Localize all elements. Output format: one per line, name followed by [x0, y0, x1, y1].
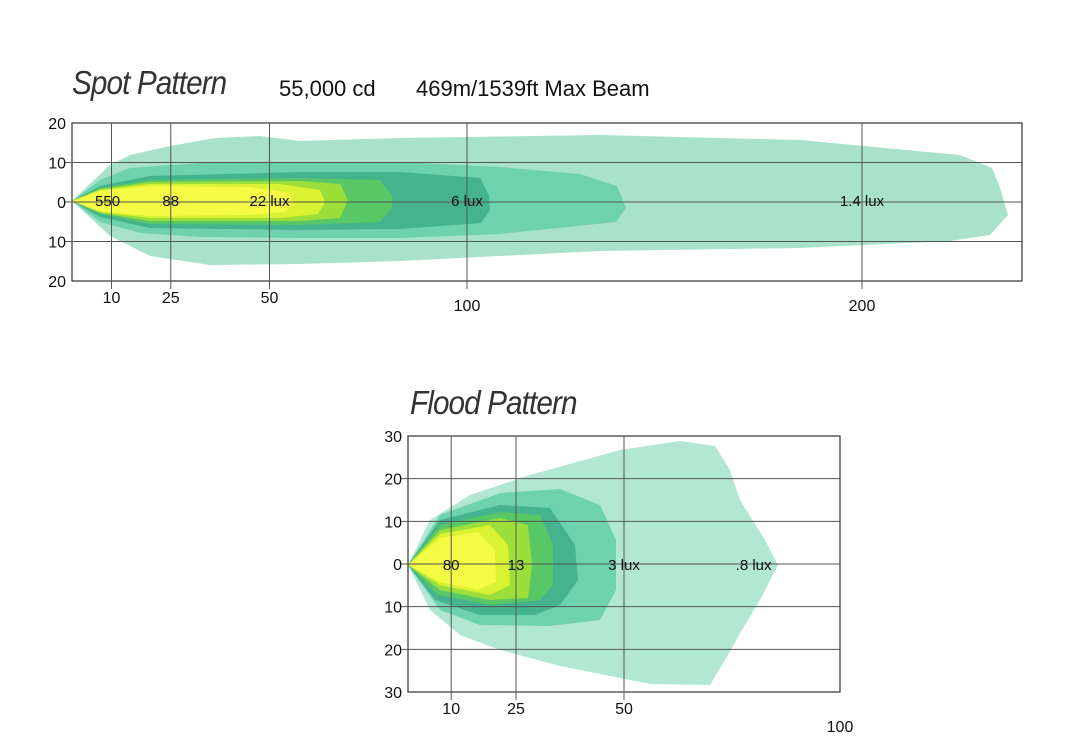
- contour-label: 80: [443, 557, 460, 574]
- x-tick-label: 25: [162, 290, 180, 307]
- contour-label: 6 lux: [451, 193, 483, 210]
- spot-max-beam: 469m/1539ft Max Beam: [416, 76, 650, 101]
- x-tick-label: 100: [827, 719, 854, 736]
- y-tick-label: 10: [48, 156, 66, 173]
- contour-label: 88: [162, 193, 179, 210]
- y-tick-label: 30: [384, 429, 402, 446]
- y-tick-label: 10: [384, 514, 402, 531]
- x-tick-label: 10: [103, 290, 121, 307]
- contour-label: 550: [95, 193, 120, 210]
- x-tick-label: 10: [442, 701, 460, 718]
- contour-label: .8 lux: [736, 557, 772, 574]
- y-tick-label: 10: [48, 235, 66, 252]
- x-tick-label: 200: [849, 298, 876, 315]
- contour-label: 22 lux: [249, 193, 290, 210]
- y-tick-label: 0: [393, 557, 402, 574]
- contour-band-7: [72, 186, 292, 216]
- x-tick-label: 25: [507, 701, 525, 718]
- x-tick-label: 50: [261, 290, 279, 307]
- spot-intensity: 55,000 cd: [279, 76, 376, 101]
- x-tick-label: 100: [454, 298, 481, 315]
- y-tick-label: 20: [48, 274, 66, 291]
- contour-band-7: [408, 532, 496, 590]
- y-tick-label: 10: [384, 600, 402, 617]
- y-tick-label: 20: [384, 642, 402, 659]
- contour-label: 13: [508, 557, 525, 574]
- contour-label: 3 lux: [608, 557, 640, 574]
- y-tick-label: 30: [384, 685, 402, 702]
- spot-pattern-title: Spot Pattern: [72, 64, 227, 101]
- contour-label: 1.4 lux: [840, 193, 885, 210]
- y-tick-label: 0: [57, 195, 66, 212]
- flood-pattern-title: Flood Pattern: [410, 384, 578, 421]
- y-tick-label: 20: [48, 116, 66, 133]
- y-tick-label: 20: [384, 472, 402, 489]
- x-tick-label: 50: [615, 701, 633, 718]
